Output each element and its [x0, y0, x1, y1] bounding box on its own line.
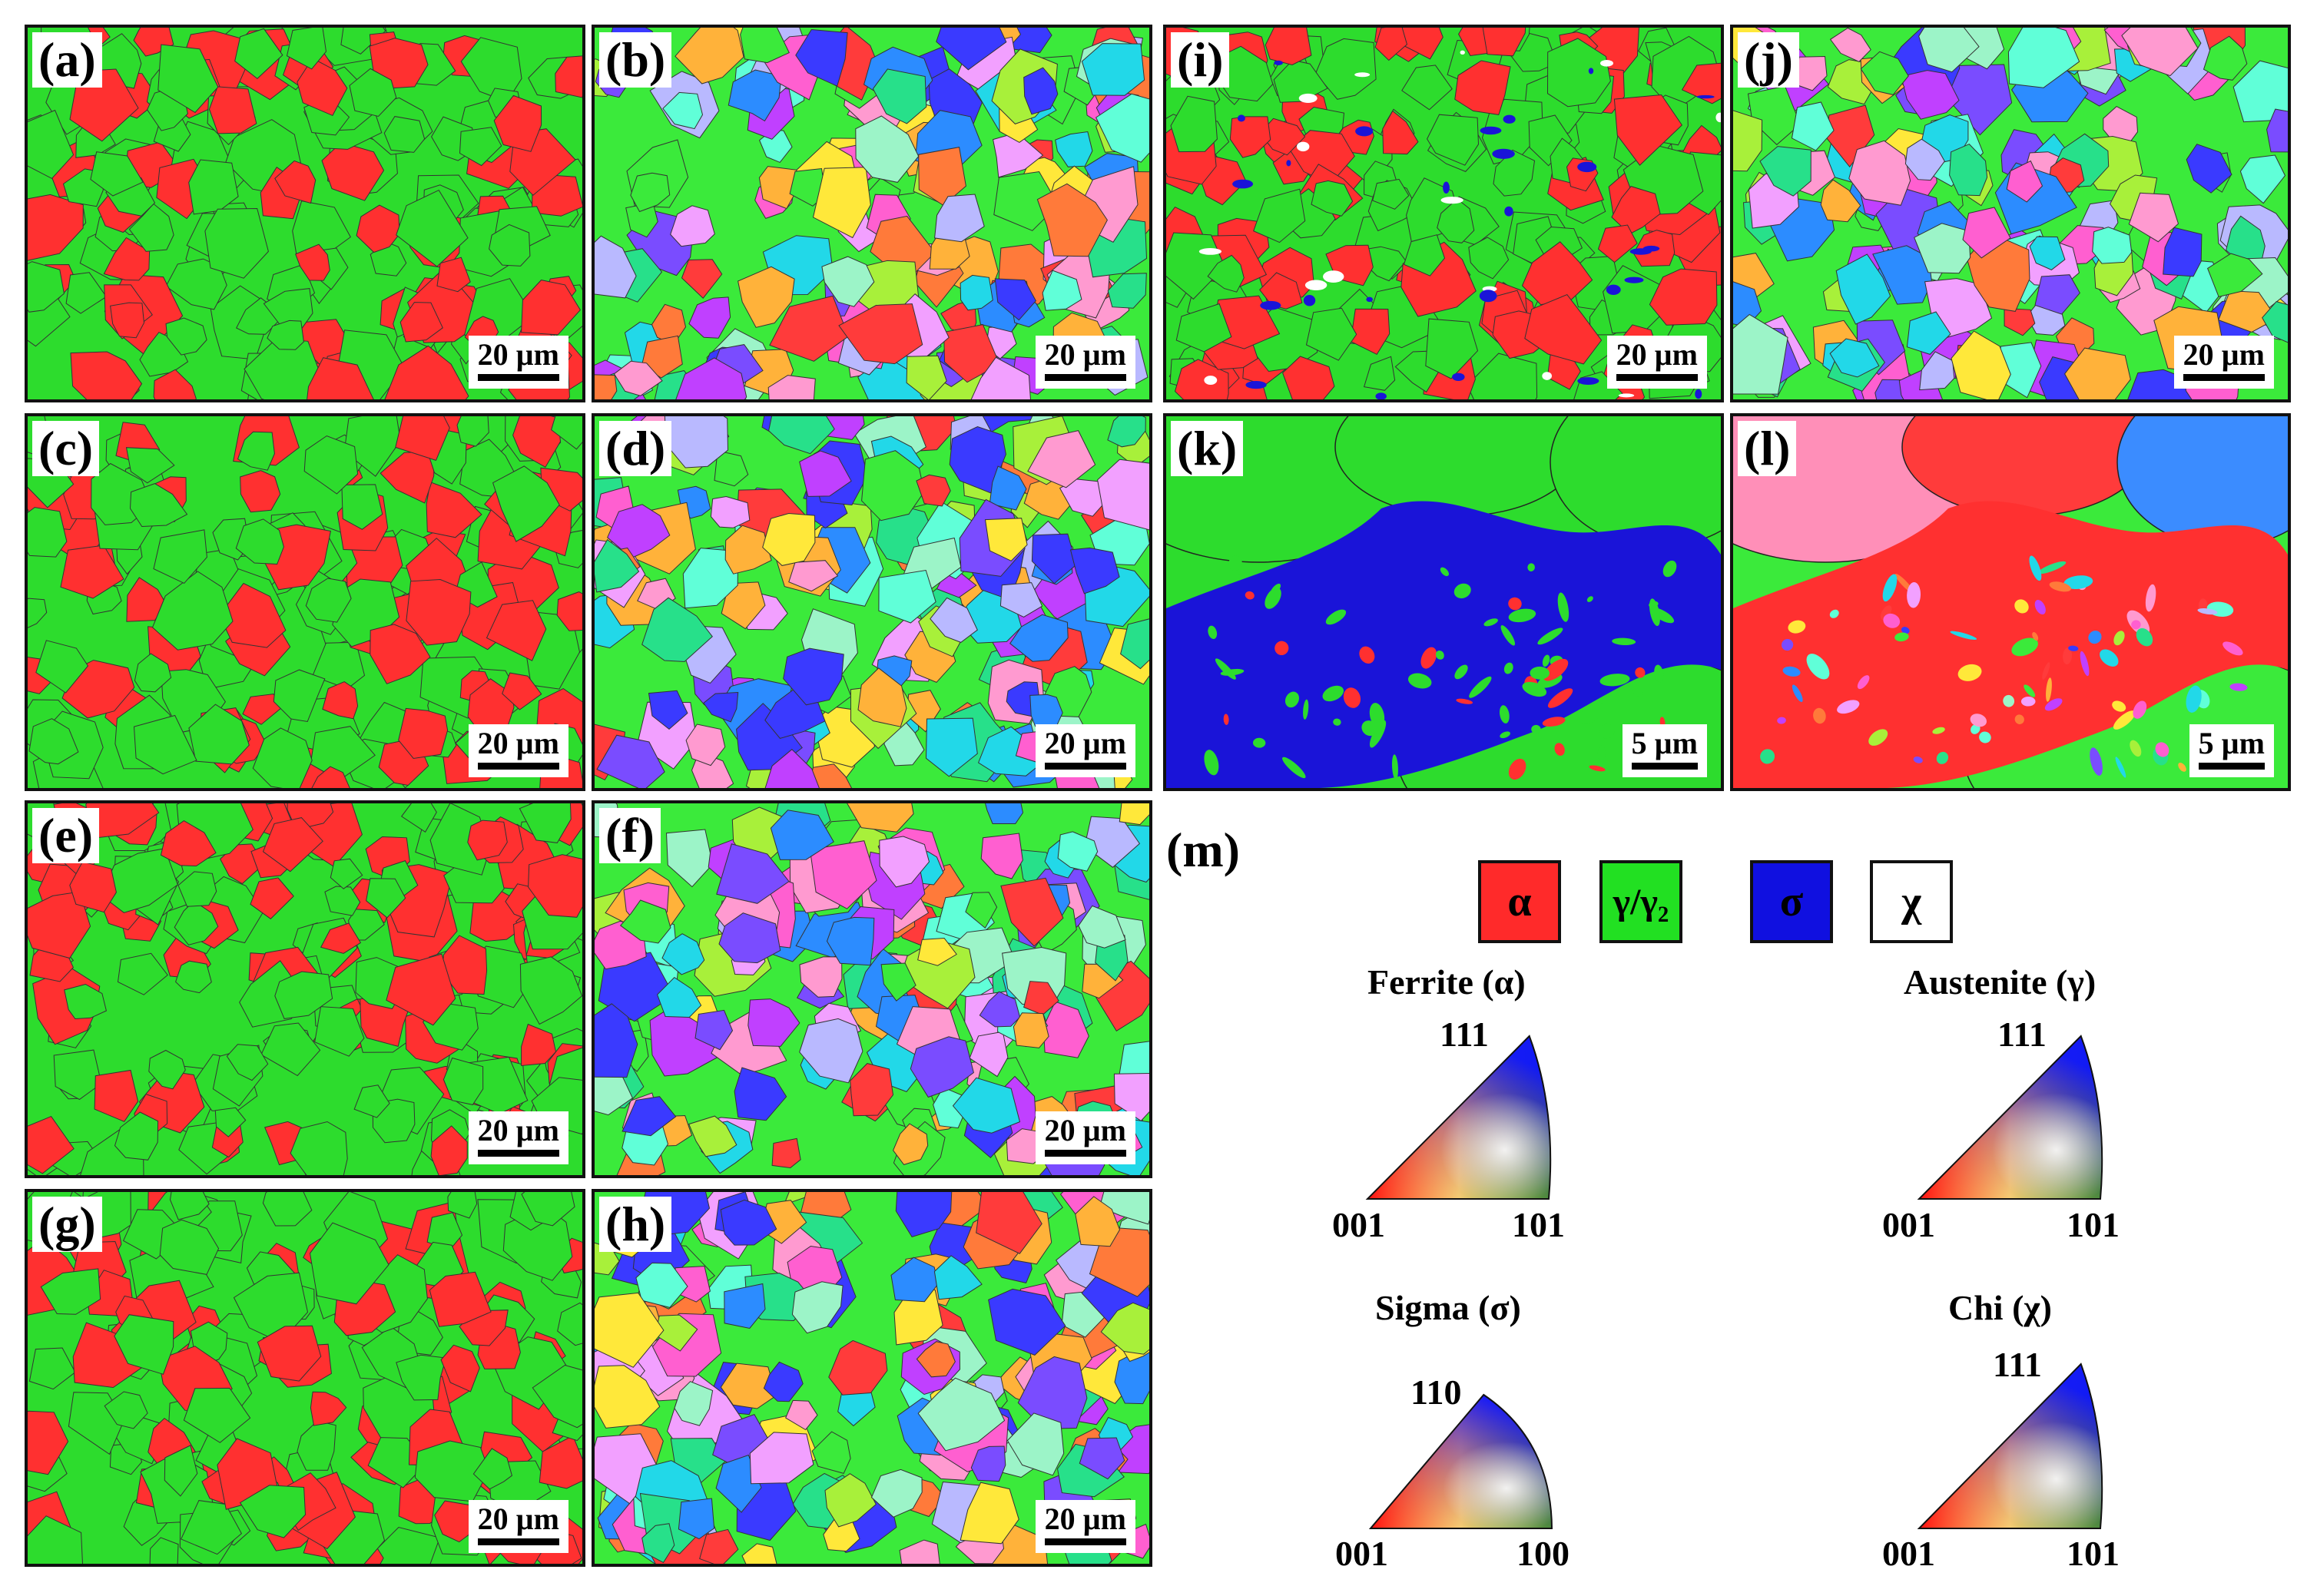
ipf-triangle-sigma: [1368, 1393, 1553, 1529]
panel-label: (g): [32, 1197, 102, 1252]
ipf-title-ferrite: Ferrite (α): [1367, 962, 1526, 1002]
scale-bar: 20 µm: [2173, 336, 2274, 389]
ipf-triangle-ferrite: [1365, 1035, 1552, 1200]
panel-label: (l): [1738, 421, 1797, 476]
panel-k: (k) 5 µm: [1163, 413, 1724, 791]
ipf-title-austenite: Austenite (γ): [1904, 962, 2097, 1002]
legend-chi: χ: [1870, 860, 1953, 943]
panel-label: (i): [1171, 32, 1230, 88]
scale-bar: 20 µm: [1035, 1500, 1135, 1553]
panel-b: (b) 20 µm: [592, 25, 1152, 402]
legend-symbol: γ/γ₂: [1613, 881, 1669, 922]
legend-label: (m): [1166, 823, 1240, 877]
ipf-title-sigma: Sigma (σ): [1375, 1288, 1521, 1327]
panel-label: (d): [599, 421, 672, 476]
scale-bar: 5 µm: [2189, 724, 2274, 777]
ipf-triangle-chi: [1917, 1363, 2103, 1529]
ipf-top-label: 111: [1997, 1015, 2047, 1054]
legend-ferrite: α: [1478, 860, 1561, 943]
ipf-left-label: 001: [1882, 1205, 1935, 1244]
ipf-title-chi: Chi (χ): [1948, 1288, 2052, 1327]
panel-i: (i) 20 µm: [1163, 25, 1724, 402]
ipf-right-label: 101: [1512, 1205, 1565, 1244]
panel-g: (g) 20 µm: [25, 1189, 585, 1567]
scale-bar: 20 µm: [468, 336, 568, 389]
ipf-map-zoom: [1733, 416, 2288, 788]
panel-label: (h): [599, 1197, 672, 1252]
panel-label: (a): [32, 32, 102, 88]
ipf-left-label: 001: [1882, 1534, 1935, 1573]
scale-bar: 20 µm: [468, 1500, 568, 1553]
phase-map: [28, 1192, 582, 1564]
panel-label: (e): [32, 808, 100, 863]
scale-bar: 20 µm: [1035, 336, 1135, 389]
scale-bar: 20 µm: [1606, 336, 1707, 389]
panel-c: (c) 20 µm: [25, 413, 585, 791]
ipf-top-label: 111: [1993, 1345, 2042, 1384]
ipf-triangle-austenite: [1917, 1035, 2103, 1200]
panel-h: (h) 20 µm: [592, 1189, 1152, 1567]
ipf-right-label: 101: [2067, 1534, 2120, 1573]
panel-d: (d) 20 µm: [592, 413, 1152, 791]
panel-label: (b): [599, 32, 672, 88]
panel-label: (c): [32, 421, 100, 476]
legend-symbol: σ: [1779, 878, 1804, 925]
panel-a: (a) 20 µm: [25, 25, 585, 402]
panel-l: (l) 5 µm: [1730, 413, 2291, 791]
scale-bar: 20 µm: [1035, 1111, 1135, 1164]
panel-label: (j): [1738, 32, 1799, 88]
panel-j: (j) 20 µm: [1730, 25, 2291, 402]
ipf-top-label: 110: [1410, 1372, 1462, 1412]
legend-symbol: χ: [1901, 878, 1921, 925]
panel-label: (f): [599, 808, 661, 863]
scale-bar: 20 µm: [1035, 724, 1135, 777]
legend-austenite: γ/γ₂: [1599, 860, 1682, 943]
panel-f: (f) 20 µm: [592, 800, 1152, 1178]
ipf-left-label: 001: [1335, 1534, 1388, 1573]
legend-sigma: σ: [1750, 860, 1833, 943]
ipf-right-label: 101: [2067, 1205, 2120, 1244]
panel-e: (e) 20 µm: [25, 800, 585, 1178]
scale-bar: 20 µm: [468, 724, 568, 777]
legend-symbol: α: [1507, 878, 1532, 925]
scale-bar: 5 µm: [1622, 724, 1707, 777]
ipf-right-label: 100: [1516, 1534, 1569, 1573]
phase-map: [28, 416, 582, 788]
panel-label: (k): [1171, 421, 1244, 476]
ipf-top-label: 111: [1440, 1015, 1489, 1054]
ipf-map: [595, 1192, 1149, 1564]
phase-map: [28, 803, 582, 1175]
ipf-left-label: 001: [1332, 1205, 1385, 1244]
phase-map-zoom: [1166, 416, 1721, 788]
scale-bar: 20 µm: [468, 1111, 568, 1164]
ipf-map: [595, 28, 1149, 399]
